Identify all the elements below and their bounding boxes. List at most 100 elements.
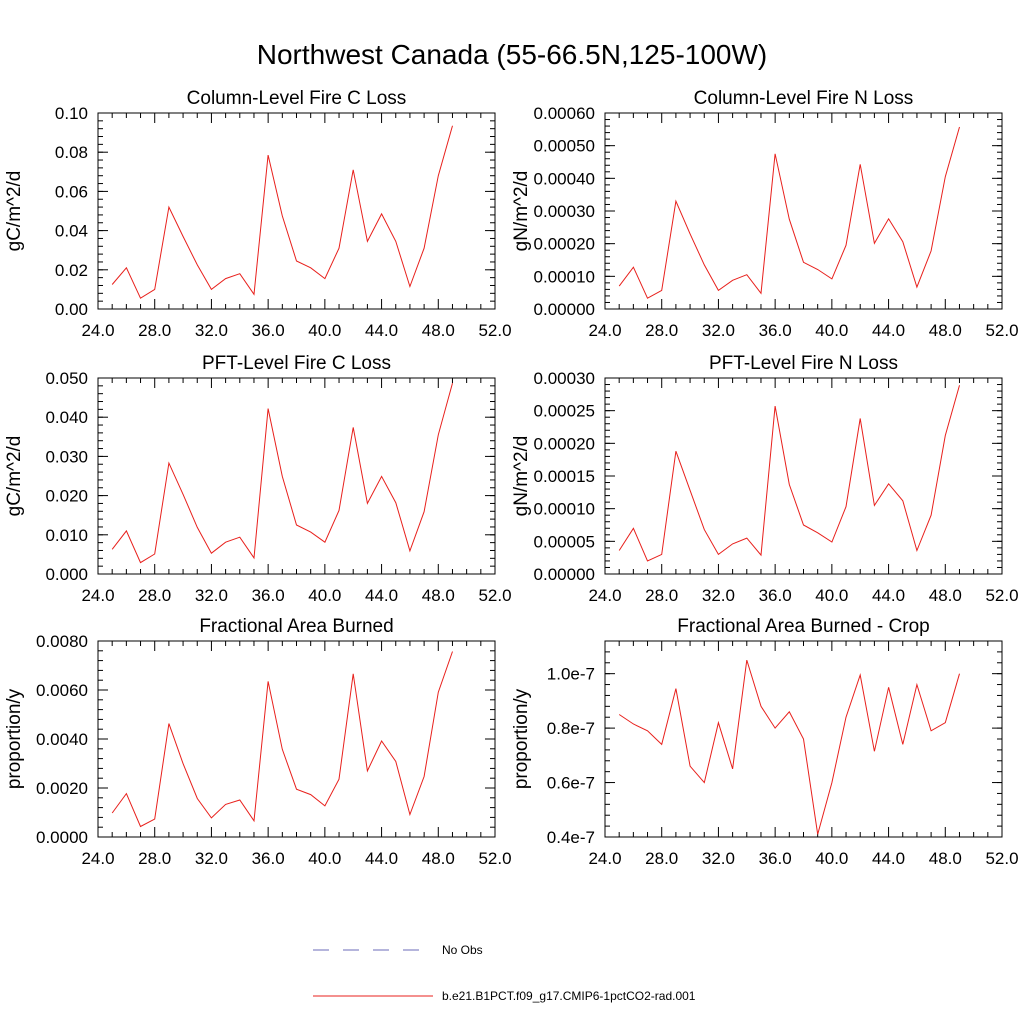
chart-panel-5: 24.0 28.0 32.0 36.0 40.0 44.0 48.0 52.0 0.0000 0.… — [4, 616, 512, 868]
y-tick-label: 0.06 — [55, 182, 88, 201]
x-tick-label: 52.0 — [985, 849, 1018, 868]
y-tick-label: 0.000 — [45, 565, 88, 584]
y-tick-label: 0.00000 — [534, 300, 595, 319]
series-line — [111, 382, 453, 564]
x-tick-label: 28.0 — [645, 849, 678, 868]
x-tick-label: 44.0 — [365, 586, 398, 605]
y-tick-label: 0.0040 — [36, 730, 88, 749]
plot-frame — [97, 377, 496, 575]
x-tick-label: 28.0 — [645, 586, 678, 605]
x-tick-label: 48.0 — [422, 849, 455, 868]
y-tick-label: 0.00040 — [534, 169, 595, 188]
series-line — [618, 385, 960, 562]
x-tick-label: 32.0 — [195, 321, 228, 340]
y-tick-label: 0.04 — [55, 222, 88, 241]
x-tick-label: 40.0 — [308, 321, 341, 340]
chart-panel-1: 24.0 28.0 32.0 36.0 40.0 44.0 48.0 52.0 0.00 0.02… — [4, 88, 512, 340]
y-tick-label: 0.00030 — [534, 369, 595, 388]
x-tick-label: 52.0 — [985, 321, 1018, 340]
x-tick-label: 32.0 — [702, 586, 735, 605]
y-tick-label: 0.00050 — [534, 137, 595, 156]
y-tick-label: 0.00030 — [534, 202, 595, 221]
y-tick-label: 0.010 — [45, 526, 88, 545]
y-tick-label: 0.030 — [45, 447, 88, 466]
x-tick-label: 28.0 — [645, 321, 678, 340]
x-tick-label: 52.0 — [478, 849, 511, 868]
x-tick-label: 36.0 — [252, 849, 285, 868]
y-tick-label: 0.050 — [45, 369, 88, 388]
panel-title: PFT-Level Fire N Loss — [709, 353, 898, 374]
panel-title: Fractional Area Burned — [199, 616, 393, 637]
x-tick-label: 32.0 — [195, 849, 228, 868]
chart-panels: 24.0 28.0 32.0 36.0 40.0 44.0 48.0 52.0 0.00 0.02… — [4, 88, 1019, 868]
series-line — [618, 659, 960, 835]
y-tick-label: 0.00015 — [534, 467, 595, 486]
y-tick-label: 0.00000 — [534, 565, 595, 584]
y-tick-label: 0.10 — [55, 104, 88, 123]
x-tick-label: 36.0 — [252, 321, 285, 340]
y-tick-label: 0.00005 — [534, 532, 595, 551]
x-tick-label: 24.0 — [81, 849, 114, 868]
legend-label-no-obs: No Obs — [442, 943, 483, 957]
x-tick-label: 40.0 — [308, 849, 341, 868]
panel-title: Column-Level Fire C Loss — [187, 88, 407, 109]
series-line — [111, 125, 453, 299]
y-tick-label: 0.0020 — [36, 779, 88, 798]
plot-frame — [97, 640, 496, 838]
x-tick-label: 48.0 — [422, 586, 455, 605]
legend: No Obs b.e21.B1PCT.f09_g17.CMIP6-1pctCO2… — [313, 943, 696, 1003]
x-tick-label: 52.0 — [985, 586, 1018, 605]
x-tick-label: 32.0 — [702, 321, 735, 340]
y-tick-label: 0.00025 — [534, 402, 595, 421]
x-tick-label: 36.0 — [759, 849, 792, 868]
plot-frame — [97, 112, 496, 310]
x-tick-label: 32.0 — [702, 849, 735, 868]
series-line — [618, 126, 960, 299]
x-tick-label: 40.0 — [815, 321, 848, 340]
y-axis-label: gC/m^2/d — [4, 171, 25, 252]
y-axis-label: gN/m^2/d — [511, 171, 532, 252]
y-tick-label: 0.02 — [55, 261, 88, 280]
chart-panel-4: 24.0 28.0 32.0 36.0 40.0 44.0 48.0 52.0 0.00000 0… — [511, 353, 1019, 605]
y-axis-label: gN/m^2/d — [511, 436, 532, 517]
x-tick-label: 24.0 — [81, 321, 114, 340]
panel-title: PFT-Level Fire C Loss — [202, 353, 391, 374]
x-tick-label: 28.0 — [138, 586, 171, 605]
x-tick-label: 28.0 — [138, 849, 171, 868]
x-tick-label: 24.0 — [588, 849, 621, 868]
x-tick-label: 40.0 — [815, 586, 848, 605]
y-tick-label: 0.6e-7 — [547, 774, 595, 793]
x-tick-label: 24.0 — [588, 321, 621, 340]
x-tick-label: 44.0 — [872, 321, 905, 340]
x-tick-label: 48.0 — [929, 321, 962, 340]
y-tick-label: 0.00 — [55, 300, 88, 319]
y-tick-label: 0.00010 — [534, 267, 595, 286]
y-tick-label: 0.8e-7 — [547, 719, 595, 738]
x-tick-label: 44.0 — [365, 849, 398, 868]
y-axis-label: gC/m^2/d — [4, 436, 25, 517]
chart-panel-2: 24.0 28.0 32.0 36.0 40.0 44.0 48.0 52.0 0.00000 0… — [511, 88, 1019, 340]
x-tick-label: 36.0 — [252, 586, 285, 605]
x-tick-label: 36.0 — [759, 586, 792, 605]
legend-label-model-run: b.e21.B1PCT.f09_g17.CMIP6-1pctCO2-rad.00… — [442, 989, 696, 1003]
x-tick-label: 44.0 — [365, 321, 398, 340]
x-tick-label: 40.0 — [308, 586, 341, 605]
plot-frame — [604, 112, 1003, 310]
figure-title: Northwest Canada (55-66.5N,125-100W) — [257, 39, 767, 70]
y-tick-label: 1.0e-7 — [547, 665, 595, 684]
x-tick-label: 48.0 — [929, 849, 962, 868]
y-tick-label: 0.0000 — [36, 828, 88, 847]
chart-panel-3: 24.0 28.0 32.0 36.0 40.0 44.0 48.0 52.0 0.000 0.0… — [4, 353, 512, 605]
x-tick-label: 48.0 — [422, 321, 455, 340]
y-tick-label: 0.00010 — [534, 500, 595, 519]
y-tick-label: 0.0060 — [36, 681, 88, 700]
x-tick-label: 40.0 — [815, 849, 848, 868]
x-tick-label: 28.0 — [138, 321, 171, 340]
chart-panel-6: 24.0 28.0 32.0 36.0 40.0 44.0 48.0 52.0 0.4e-7 0.… — [511, 616, 1019, 868]
x-tick-label: 52.0 — [478, 321, 511, 340]
x-tick-label: 36.0 — [759, 321, 792, 340]
x-tick-label: 32.0 — [195, 586, 228, 605]
y-tick-label: 0.4e-7 — [547, 828, 595, 847]
panel-title: Fractional Area Burned - Crop — [677, 616, 929, 637]
